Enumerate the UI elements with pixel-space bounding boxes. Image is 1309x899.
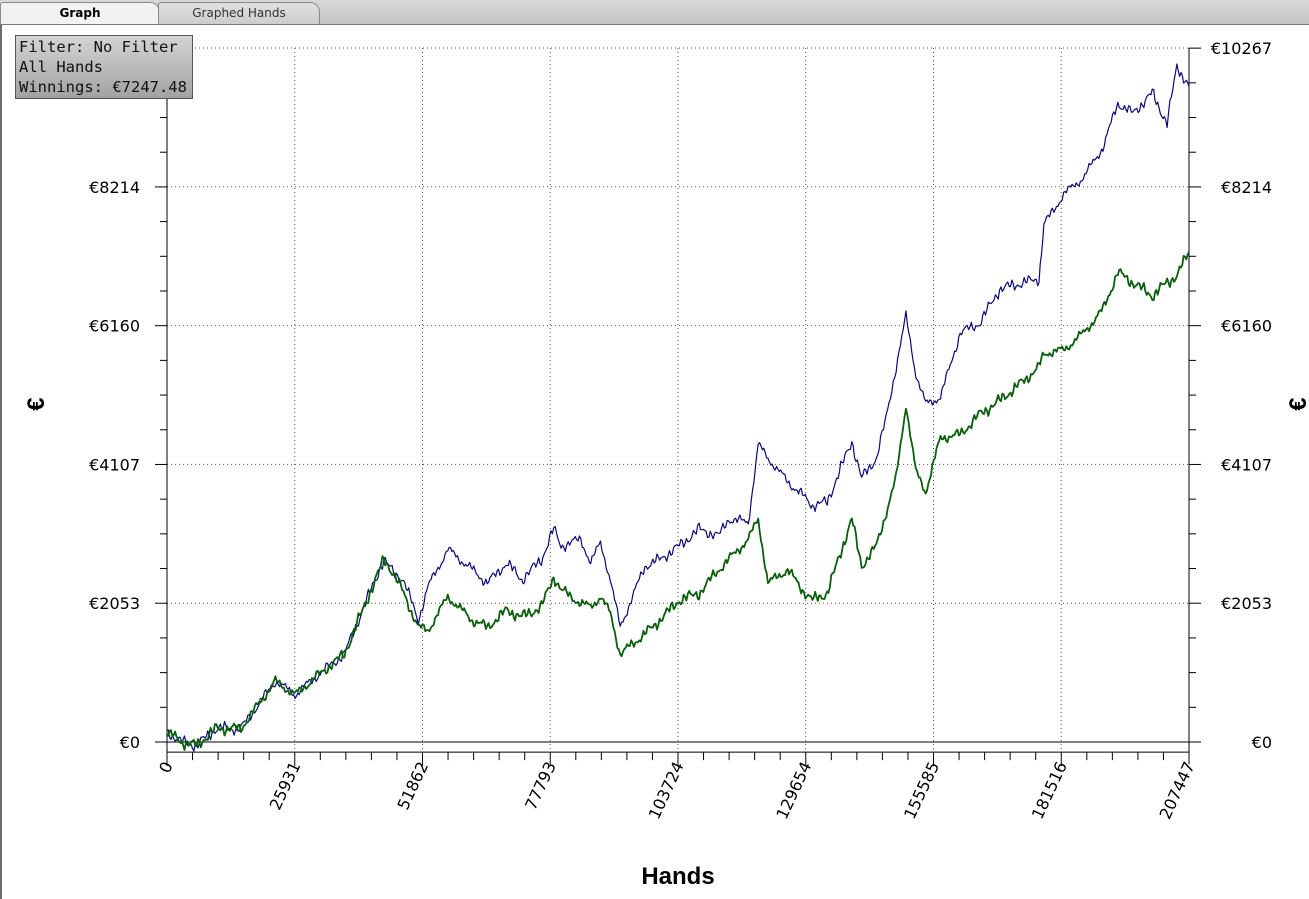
y-tick-label-left: €0 bbox=[120, 733, 140, 752]
x-tick-label: 103724 bbox=[645, 759, 688, 822]
x-tick-label: 129654 bbox=[772, 759, 815, 822]
series-line-1 bbox=[166, 63, 1190, 752]
x-tick-label: 25931 bbox=[266, 759, 305, 813]
y-axis-title-left: € bbox=[23, 397, 50, 410]
y-tick-label-right: €6160 bbox=[1221, 317, 1272, 336]
y-tick-label-right: €10267 bbox=[1211, 39, 1272, 58]
series-layer bbox=[166, 63, 1190, 752]
tab-bar: Graph Graphed Hands bbox=[0, 0, 1309, 25]
filter-info-box: Filter: No Filter All Hands Winnings: €7… bbox=[15, 35, 193, 99]
y-tick-label-left: €4107 bbox=[89, 455, 140, 474]
y-tick-label-right: €2053 bbox=[1221, 594, 1272, 613]
series-line-2 bbox=[166, 251, 1190, 751]
y-tick-label-right: €8214 bbox=[1221, 178, 1272, 197]
x-tick-label: 207447 bbox=[1156, 759, 1199, 822]
window-left-edge bbox=[0, 25, 2, 899]
tab-graphed-hands[interactable]: Graphed Hands bbox=[158, 2, 320, 24]
winnings-label: Winnings: €7247.48 bbox=[19, 78, 187, 96]
filter-label: Filter: No Filter bbox=[19, 38, 178, 56]
y-tick-label-left: €8214 bbox=[89, 178, 140, 197]
axes bbox=[155, 47, 1201, 767]
grid-lines bbox=[167, 47, 1189, 753]
y-tick-label-right: €4107 bbox=[1221, 455, 1272, 474]
hands-label: All Hands bbox=[19, 58, 103, 76]
x-tick-label: 155585 bbox=[900, 759, 943, 822]
x-tick-label: 77793 bbox=[521, 759, 560, 813]
y-axis-title-right: € bbox=[1285, 397, 1309, 410]
x-tick-label: 51862 bbox=[393, 759, 432, 813]
y-tick-label-left: €2053 bbox=[89, 594, 140, 613]
y-tick-label-left: €6160 bbox=[89, 317, 140, 336]
x-tick-label: 0 bbox=[155, 759, 177, 776]
x-tick-label: 181516 bbox=[1028, 759, 1071, 822]
y-tick-label-right: €0 bbox=[1252, 733, 1272, 752]
x-axis-title: Hands bbox=[641, 863, 714, 890]
